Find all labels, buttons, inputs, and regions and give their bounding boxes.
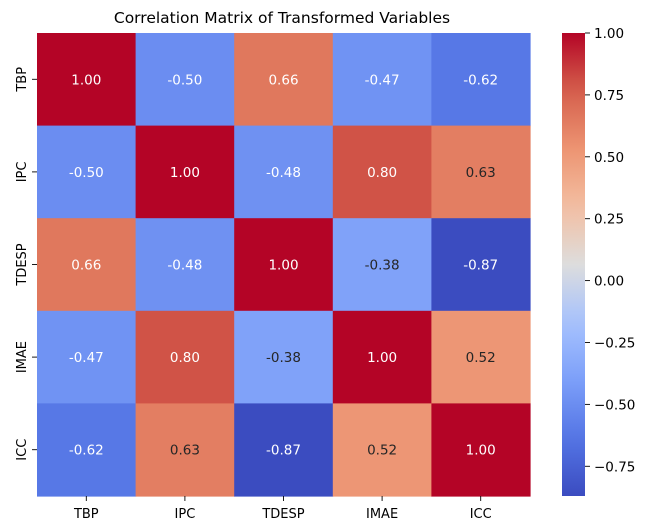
cell-value-label: -0.38 [365,258,400,274]
colorbar-tick-label: 1.00 [594,26,624,42]
cell-value-label: 1.00 [268,258,298,274]
heatmap-cell [135,218,235,312]
cell-value-label: 0.80 [170,350,200,366]
cell-value-label: -0.48 [266,165,301,181]
cell-value-label: 0.52 [367,443,397,459]
heatmap-cell [431,33,531,127]
colorbar-tick-label: −0.50 [594,397,635,413]
heatmap-cell [234,218,334,312]
colorbar-tick-label: 0.00 [594,274,624,290]
y-tick-label: IMAE [15,341,30,373]
cell-value-label: -0.62 [69,443,104,459]
colorbar-tick-label: 0.50 [594,150,624,166]
heatmap-cell [332,403,432,497]
cell-value-label: -0.38 [266,350,301,366]
heatmap-cell [431,403,531,497]
y-axis: TBP IPC TDESP IMAE ICC [15,67,37,461]
heatmap-cell [332,218,432,312]
heatmap-cell [135,33,235,127]
heatmap-cell [37,403,137,497]
heatmap-cell [135,125,235,219]
heatmap-cell [431,218,531,312]
y-tick-label: ICC [15,439,30,461]
cell-value-label: 0.52 [466,350,496,366]
x-tick-label: TDESP [261,507,304,522]
cell-value-label: 0.66 [71,258,101,274]
heatmap-cell [37,218,137,312]
x-tick-label: TBP [73,507,99,522]
heatmap-cell [37,125,137,219]
colorbar: 1.00 0.75 0.50 0.25 0.00 −0.25 −0.50 −0.75 [562,26,635,496]
heatmap-cell [37,310,137,404]
cell-value-label: 1.00 [71,72,101,88]
x-axis: TBP IPC TDESP IMAE ICC [73,496,492,522]
colorbar-tick-label: 0.25 [594,212,624,228]
y-tick-label: IPC [15,162,30,183]
heatmap-cell [431,310,531,404]
heatmap-cell [234,403,334,497]
heatmap-cells: 1.00 -0.50 0.66 -0.47 -0.62 -0.50 1.00 -0.48 0.8… [37,33,531,497]
cell-value-label: 0.63 [466,165,496,181]
x-tick-label: ICC [470,507,492,522]
colorbar-gradient [562,33,585,496]
y-tick-label: TBP [15,67,30,93]
cell-value-label: -0.87 [266,443,301,459]
heatmap-cell [431,125,531,219]
heatmap-cell [234,125,334,219]
heatmap-cell [234,33,334,127]
y-tick-label: TDESP [15,243,30,286]
cell-value-label: 1.00 [170,165,200,181]
cell-value-label: -0.62 [463,72,498,88]
heatmap-cell [135,403,235,497]
cell-value-label: 1.00 [367,350,397,366]
cell-value-label: -0.50 [69,165,104,181]
cell-value-label: 0.80 [367,165,397,181]
cell-value-label: -0.47 [365,72,400,88]
heatmap-cell [37,33,137,127]
cell-value-label: -0.48 [167,258,202,274]
x-tick-label: IPC [175,507,196,522]
cell-value-label: -0.50 [167,72,202,88]
colorbar-tick-label: 0.75 [594,88,624,104]
cell-value-label: -0.47 [69,350,104,366]
chart-title: Correlation Matrix of Transformed Variab… [114,9,450,27]
heatmap-cell [234,310,334,404]
heatmap-cell [332,33,432,127]
heatmap-cell [332,125,432,219]
heatmap-cell [135,310,235,404]
cell-value-label: 0.63 [170,443,200,459]
cell-value-label: 0.66 [268,72,298,88]
x-tick-label: IMAE [366,507,398,522]
colorbar-tick-label: −0.75 [594,459,635,475]
cell-value-label: 1.00 [466,443,496,459]
colorbar-tick-label: −0.25 [594,335,635,351]
heatmap-cell [332,310,432,404]
cell-value-label: -0.87 [463,258,498,274]
